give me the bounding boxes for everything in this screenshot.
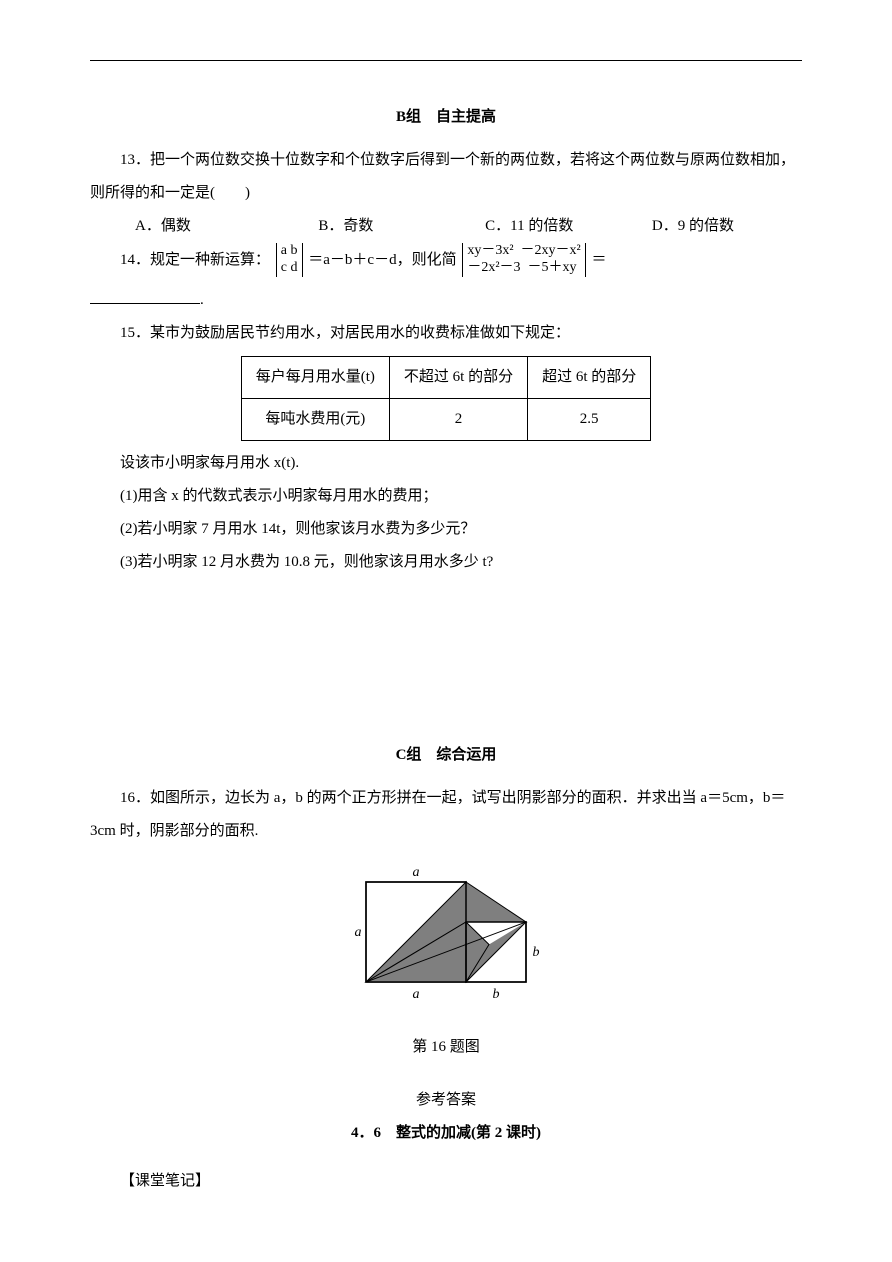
section-c-title: C组 综合运用	[90, 739, 802, 772]
top-rule	[90, 60, 802, 61]
det2-r2c1: －2x²－3	[467, 260, 520, 275]
squares-diagram: a a a b b	[346, 862, 546, 1012]
q14-mid: ＝a－b＋c－d，则化简	[308, 252, 456, 268]
q14-blank	[90, 288, 200, 304]
label-b-bottom: b	[493, 987, 500, 1002]
determinant-1: a b c d	[274, 243, 305, 278]
label-a-left: a	[355, 925, 362, 940]
table-row-data: 每吨水费用(元) 2 2.5	[241, 399, 651, 441]
det1-r2c1: c	[281, 260, 287, 275]
det2-r1c1: xy－3x²	[467, 243, 513, 258]
q14-tail: ＝	[591, 252, 606, 268]
q13-opt-d: D．9 的倍数	[652, 210, 802, 243]
label-a-top: a	[413, 865, 420, 880]
q15-table: 每户每月用水量(t) 不超过 6t 的部分 超过 6t 的部分 每吨水费用(元)…	[241, 356, 652, 441]
determinant-2: xy－3x² －2xy－x² －2x²－3 －5＋xy	[460, 243, 587, 278]
spacer	[90, 579, 802, 729]
q15-sub3: (3)若小明家 12 月水费为 10.8 元，则他家该月用水多少 t?	[90, 546, 802, 579]
td-0: 每吨水费用(元)	[241, 399, 389, 441]
page-container: B组 自主提高 13．把一个两位数交换十位数字和个位数字后得到一个新的两位数，若…	[0, 0, 892, 1262]
q14-line: 14．规定一种新运算： a b c d ＝a－b＋c－d，则化简 xy－3x² …	[90, 243, 802, 278]
td-2: 2.5	[528, 399, 651, 441]
q14-blank-line: .	[90, 284, 802, 317]
label-a-bottom: a	[413, 987, 420, 1002]
label-b-right: b	[533, 945, 540, 960]
q13-options: A．偶数 B．奇数 C．11 的倍数 D．9 的倍数	[90, 210, 802, 243]
table-row-header: 每户每月用水量(t) 不超过 6t 的部分 超过 6t 的部分	[241, 357, 651, 399]
q13-body: 把一个两位数交换十位数字和个位数字后得到一个新的两位数，若将这个两位数与原两位数…	[90, 152, 795, 201]
q16-figure: a a a b b	[90, 862, 802, 1025]
q16-number: 16．	[120, 790, 150, 806]
q14-lead: 规定一种新运算：	[150, 252, 270, 268]
q15-sub1: (1)用含 x 的代数式表示小明家每月用水的费用；	[90, 480, 802, 513]
q16-body: 如图所示，边长为 a，b 的两个正方形拼在一起，试写出阴影部分的面积．并求出当 …	[90, 790, 785, 839]
q14-period: .	[200, 292, 204, 308]
det1-r1c2: b	[291, 243, 298, 258]
q13-number: 13．	[120, 152, 150, 168]
answers-sub: 4．6 整式的加减(第 2 课时)	[90, 1117, 802, 1150]
q13-opt-b: B．奇数	[318, 210, 485, 243]
th-0: 每户每月用水量(t)	[241, 357, 389, 399]
q15-text: 15．某市为鼓励居民节约用水，对居民用水的收费标准做如下规定：	[90, 317, 802, 350]
det2-r2c2: －5＋xy	[528, 260, 577, 275]
shade-2	[466, 882, 526, 922]
q15-set: 设该市小明家每月用水 x(t).	[90, 447, 802, 480]
q15-body: 某市为鼓励居民节约用水，对居民用水的收费标准做如下规定：	[150, 325, 570, 341]
q14-number: 14．	[120, 252, 150, 268]
th-1: 不超过 6t 的部分	[389, 357, 527, 399]
q16-text: 16．如图所示，边长为 a，b 的两个正方形拼在一起，试写出阴影部分的面积．并求…	[90, 782, 802, 848]
spacer-2	[90, 1064, 802, 1084]
q13-opt-a: A．偶数	[135, 210, 318, 243]
det1-r1c1: a	[281, 243, 287, 258]
section-b-title: B组 自主提高	[90, 101, 802, 134]
q15-number: 15．	[120, 325, 150, 341]
q15-sub2: (2)若小明家 7 月用水 14t，则他家该月水费为多少元？	[90, 513, 802, 546]
q13-opt-c: C．11 的倍数	[485, 210, 652, 243]
answers-title: 参考答案	[90, 1084, 802, 1117]
q13-text: 13．把一个两位数交换十位数字和个位数字后得到一个新的两位数，若将这个两位数与原…	[90, 144, 802, 210]
det2-r1c2: －2xy－x²	[521, 243, 581, 258]
td-1: 2	[389, 399, 527, 441]
th-2: 超过 6t 的部分	[528, 357, 651, 399]
answers-note: 【课堂笔记】	[90, 1165, 802, 1198]
q16-caption: 第 16 题图	[90, 1031, 802, 1064]
det1-r2c2: d	[291, 260, 298, 275]
